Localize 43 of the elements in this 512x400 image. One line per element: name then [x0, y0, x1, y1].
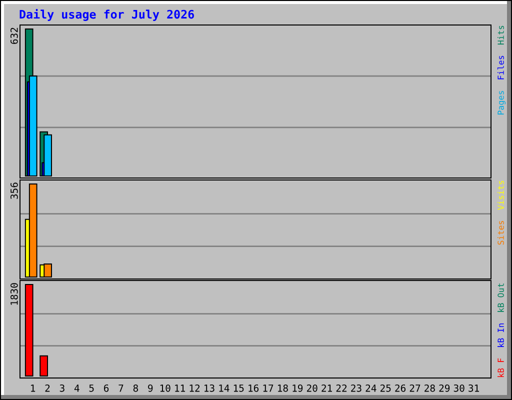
x-tick-label: 27 — [410, 384, 420, 392]
x-tick-label: 26 — [395, 384, 406, 392]
x-tick-label: 11 — [175, 384, 185, 392]
text: Pages — [498, 91, 506, 114]
x-tick-label: 22 — [336, 384, 347, 392]
x-tick-label: 16 — [248, 384, 259, 392]
x-tick-label: 15 — [234, 384, 244, 392]
x-tick-label: 10 — [160, 384, 170, 392]
text: kB F — [497, 358, 504, 378]
x-tick-label: 5 — [89, 384, 94, 392]
x-tick-label: 31 — [468, 384, 479, 392]
x-tick-label: 21 — [322, 384, 332, 392]
x-tick-label: 23 — [351, 384, 362, 392]
x-tick-label: 9 — [148, 384, 153, 392]
x-tick-label: 25 — [380, 384, 391, 392]
x-tick-label: 24 — [366, 384, 376, 392]
x-tick-label: 19 — [292, 384, 303, 392]
x-tick-label: 20 — [306, 384, 318, 392]
text: Hits — [497, 26, 504, 45]
x-tick-label: 7 — [118, 384, 124, 392]
x-tick-label: 4 — [74, 384, 80, 392]
text: Visits — [497, 180, 504, 210]
x-tick-label: 14 — [219, 384, 230, 392]
x-tick-label: 3 — [60, 384, 64, 392]
text: 632 — [10, 28, 18, 44]
x-tick-label: 18 — [278, 384, 288, 392]
x-tick-label: 30 — [454, 384, 464, 392]
x-tick-label: 17 — [263, 384, 274, 392]
legend-label: kB Out — [497, 284, 504, 312]
text: 356 — [10, 182, 18, 199]
x-tick-label: 29 — [439, 384, 450, 392]
x-tick-label: 6 — [104, 384, 109, 392]
text: Files — [497, 56, 504, 80]
x-tick-label: 8 — [133, 384, 138, 392]
x-tick-label: 13 — [204, 384, 214, 392]
text: 1830 — [10, 283, 18, 305]
x-tick-label: 12 — [190, 384, 200, 392]
text: Sites — [497, 220, 504, 245]
chart-title: Daily usage for July 2026 — [20, 9, 194, 21]
x-tick-label: 2 — [45, 384, 50, 392]
x-tick-label: 28 — [424, 384, 435, 392]
x-tick-label: 1 — [31, 384, 36, 392]
legend-label: kB In — [497, 324, 504, 347]
